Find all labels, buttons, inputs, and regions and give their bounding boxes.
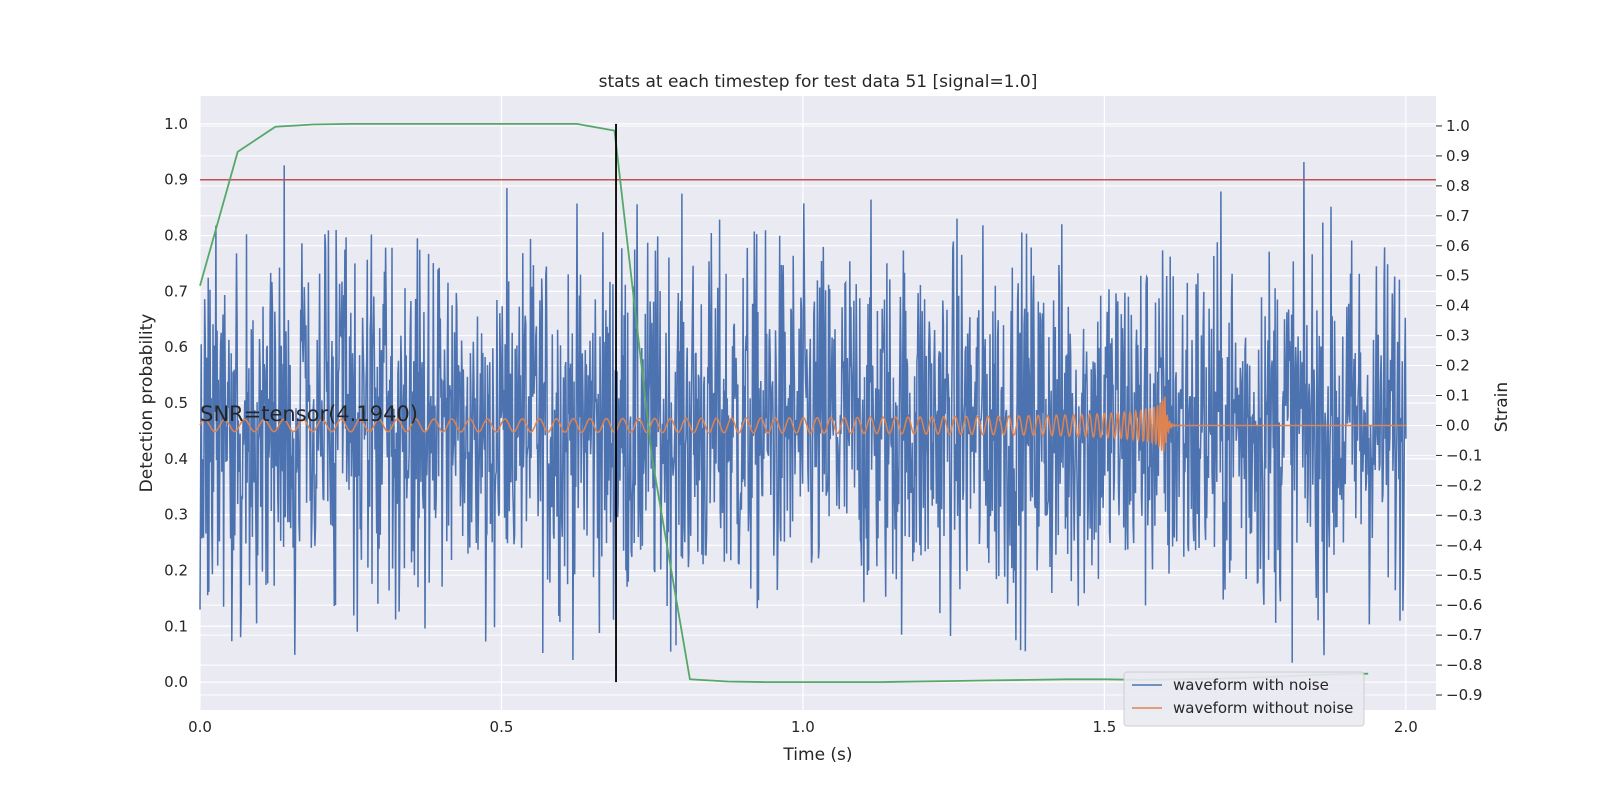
- legend: waveform with noise waveform without noi…: [1123, 671, 1365, 727]
- right-tick-label: −0.2: [1446, 476, 1482, 494]
- right-tick-label: −0.9: [1446, 686, 1482, 704]
- right-tick-label: 0.1: [1446, 387, 1470, 405]
- right-tick-label: −0.1: [1446, 446, 1482, 464]
- left-tick-label: 1.0: [164, 115, 188, 133]
- left-tick-label: 0.6: [164, 338, 188, 356]
- x-tick-label: 1.0: [791, 718, 815, 736]
- right-tick-label: 0.6: [1446, 237, 1470, 255]
- right-tick-label: −0.3: [1446, 506, 1482, 524]
- right-tick-label: 0.4: [1446, 297, 1470, 315]
- right-tick-label: −0.4: [1446, 536, 1482, 554]
- left-tick-label: 0.4: [164, 450, 188, 468]
- right-tick-label: 0.3: [1446, 327, 1470, 345]
- left-tick-label: 0.7: [164, 282, 188, 300]
- x-tick-label: 0.0: [188, 718, 212, 736]
- right-tick-label: 0.2: [1446, 357, 1470, 375]
- left-tick-label: 0.0: [164, 673, 188, 691]
- x-axis-ticks: 0.0 0.5 1.0 1.5 2.0: [188, 718, 1418, 736]
- left-axis-ticks: 0.0 0.1 0.2 0.3 0.4 0.5 0.6 0.7 0.8 0.9 1.0: [164, 115, 188, 691]
- left-tick-label: 0.1: [164, 617, 188, 635]
- right-y-axis-label: Strain: [1492, 382, 1512, 432]
- right-tick-label: 1.0: [1446, 117, 1470, 135]
- chart-title: stats at each timestep for test data 51 …: [599, 72, 1038, 92]
- right-tick-label: −0.5: [1446, 566, 1482, 584]
- left-tick-label: 0.2: [164, 561, 188, 579]
- legend-label-noise: waveform with noise: [1173, 676, 1329, 694]
- legend-label-clean: waveform without noise: [1173, 699, 1353, 717]
- left-tick-label: 0.3: [164, 506, 188, 524]
- x-tick-label: 0.5: [490, 718, 514, 736]
- right-tick-label: 0.5: [1446, 267, 1470, 285]
- right-tick-label: −0.6: [1446, 596, 1482, 614]
- right-tick-label: 0.8: [1446, 177, 1470, 195]
- right-tick-label: −0.8: [1446, 656, 1482, 674]
- right-tick-label: 0.7: [1446, 207, 1470, 225]
- left-tick-label: 0.5: [164, 394, 188, 412]
- x-tick-label: 1.5: [1092, 718, 1116, 736]
- x-tick-label: 2.0: [1394, 718, 1418, 736]
- right-axis-ticks: −0.9 −0.8 −0.7 −0.6 −0.5 −0.4 −0.3 −0.2 −0.1 0.0 0…: [1436, 117, 1482, 704]
- series-waveform-with-noise: [199, 161, 1407, 663]
- snr-annotation: SNR=tensor(4.1940): [200, 402, 418, 426]
- series-waveform-without-noise: [199, 396, 1406, 453]
- right-tick-label: 0.0: [1446, 416, 1470, 434]
- left-tick-label: 0.8: [164, 227, 188, 245]
- right-tick-label: −0.7: [1446, 626, 1482, 644]
- legend-box: [1123, 671, 1365, 727]
- right-tick-label: 0.9: [1446, 147, 1470, 165]
- left-tick-label: 0.9: [164, 171, 188, 189]
- left-y-axis-label: Detection probability: [137, 314, 157, 493]
- x-axis-label: Time (s): [782, 745, 852, 765]
